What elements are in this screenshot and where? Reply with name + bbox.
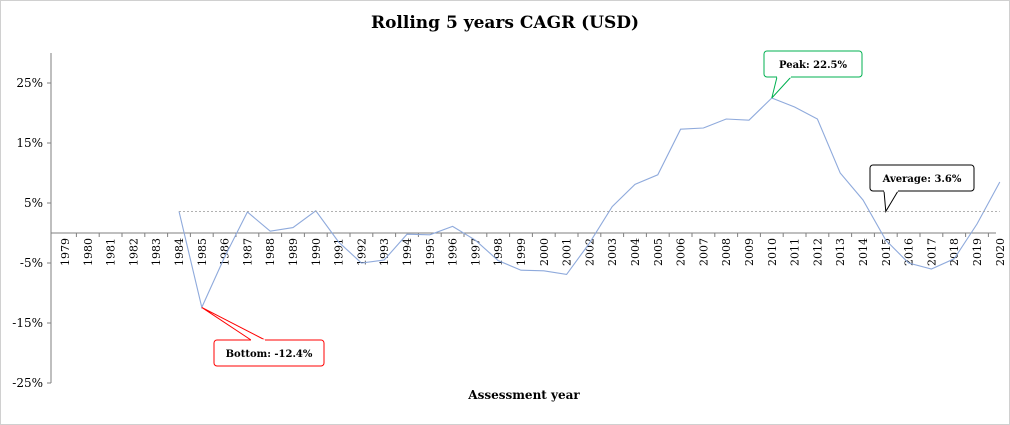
x-tick-label: 1998	[492, 238, 505, 266]
x-tick-label: 1997	[469, 238, 482, 266]
x-tick-label: 2018	[948, 238, 961, 266]
x-tick-label: 1993	[378, 238, 391, 266]
x-tick-label: 2001	[561, 238, 574, 266]
peak-callout-box	[763, 50, 863, 78]
x-tick-label: 2013	[834, 238, 847, 266]
average-callout-box	[869, 164, 975, 192]
bottom-callout-pointer	[201, 306, 266, 341]
x-tick-label: 1980	[82, 238, 95, 266]
x-tick-label: 1983	[150, 238, 163, 266]
x-tick-label: 1990	[310, 238, 323, 266]
x-tick-label: 2016	[903, 238, 916, 266]
x-tick-label: 2007	[697, 238, 710, 266]
x-tick-label: 2010	[766, 238, 779, 266]
x-tick-label: 1987	[241, 238, 254, 266]
x-tick-label: 1988	[264, 238, 277, 266]
x-tick-label: 1992	[355, 238, 368, 266]
x-tick-label: 2003	[606, 238, 619, 266]
x-tick-label: 2017	[925, 238, 938, 266]
x-tick-label: 2004	[629, 238, 642, 266]
plot-area: -25% -15% -5% 5% 15% 25% 1979 1980 1981 1982 1983 1…	[12, 50, 1007, 390]
x-tick-label: 1979	[59, 238, 72, 266]
x-tick-label: 2002	[583, 238, 596, 266]
x-tick-label: 2011	[789, 238, 802, 266]
x-tick-label: 1999	[515, 238, 528, 266]
x-tick-label: 2006	[675, 238, 688, 266]
x-tick-label: 2000	[538, 238, 551, 266]
x-tick-label: 2008	[720, 238, 733, 266]
y-tick-label: 15%	[16, 136, 43, 150]
chart-title: Rolling 5 years CAGR (USD)	[371, 13, 639, 33]
x-tick-label: 1995	[424, 238, 437, 266]
x-tick-label: 2012	[811, 238, 824, 266]
x-axis-title: Assessment year	[467, 388, 580, 402]
peak-callout-pointer	[771, 76, 792, 99]
x-tick-label: 1982	[127, 238, 140, 266]
y-tick-label: -5%	[20, 256, 43, 270]
average-callout-label: Average: 3.6%	[882, 174, 962, 185]
x-tick-label: 1984	[173, 238, 186, 266]
x-tick-label: 1986	[219, 238, 232, 266]
y-tick-label: -25%	[12, 376, 43, 390]
x-tick-label: 1994	[401, 238, 414, 266]
y-tick-label: 5%	[24, 196, 43, 210]
x-tick-label: 1981	[105, 238, 118, 266]
x-tick-label: 1985	[196, 238, 209, 266]
y-tick-label: 25%	[16, 76, 43, 90]
x-tick-label: 1989	[287, 238, 300, 266]
x-tick-label: 2014	[857, 238, 870, 266]
y-tick-label: -15%	[12, 316, 43, 330]
bottom-callout-box	[213, 339, 325, 367]
x-tick-label: 2019	[971, 238, 984, 266]
x-tick-label: 2020	[994, 238, 1007, 266]
x-tick-label: 2015	[880, 238, 893, 266]
x-tick-label: 2005	[652, 238, 665, 266]
peak-callout-label: Peak: 22.5%	[779, 60, 848, 71]
x-tick-label: 1996	[447, 238, 460, 266]
x-tick-label: 2009	[743, 238, 756, 266]
average-callout-pointer	[883, 190, 899, 213]
bottom-callout-label: Bottom: -12.4%	[226, 349, 313, 360]
cagr-series-line	[178, 97, 1001, 310]
